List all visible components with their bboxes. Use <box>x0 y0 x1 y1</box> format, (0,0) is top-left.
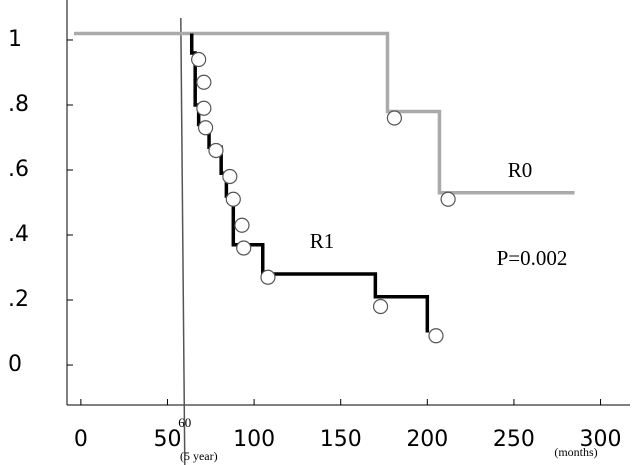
y-tick-label: .2 <box>8 287 29 312</box>
censor-mark <box>260 269 276 285</box>
censor-mark <box>222 168 238 185</box>
annotation: P=0.002 <box>497 246 568 270</box>
series-label: R1 <box>310 229 335 253</box>
censor-mark <box>191 51 207 68</box>
series-label: R0 <box>508 158 533 182</box>
censor-mark <box>372 298 389 315</box>
y-tick-label: .8 <box>8 92 29 117</box>
y-tick-label: 1 <box>8 27 22 52</box>
censor-mark <box>196 74 212 90</box>
survival-line <box>73 31 575 195</box>
x-tick-label: 300 <box>580 427 622 452</box>
censor-mark <box>196 100 212 116</box>
reference-label: 60 <box>178 415 191 430</box>
x-tick-label: 150 <box>320 427 362 452</box>
censor-mark <box>225 191 241 207</box>
censor-mark <box>386 110 403 126</box>
censor-mark <box>234 217 250 233</box>
x-unit: (months) <box>554 445 597 459</box>
x-tick-label: 50 <box>153 427 181 452</box>
x-tick-label: 200 <box>406 427 448 452</box>
y-tick-label: 0 <box>8 352 22 377</box>
censor-mark <box>236 240 252 256</box>
censor-mark <box>208 142 224 159</box>
censor-mark <box>197 120 214 136</box>
x-tick-label: 250 <box>493 427 535 452</box>
y-tick-label: .6 <box>8 157 29 182</box>
y-tick-label: .4 <box>8 222 29 247</box>
x-tick-label: 100 <box>233 427 275 452</box>
reference-line <box>180 17 186 465</box>
reference-sublabel: (5 year) <box>180 449 218 463</box>
censor-mark <box>440 191 456 207</box>
censor-mark <box>428 328 444 344</box>
x-tick-label: 0 <box>74 427 88 452</box>
